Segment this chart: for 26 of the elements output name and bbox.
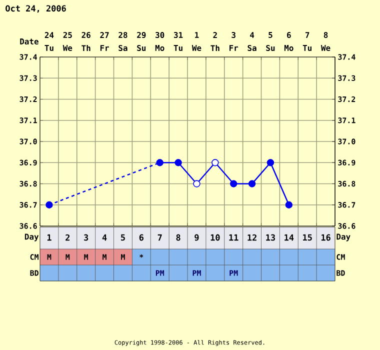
x-tick-label: 14 bbox=[284, 234, 294, 241]
chart-title: Oct 24, 2006 bbox=[6, 5, 66, 13]
point bbox=[46, 201, 53, 208]
x-tick-label: 12 bbox=[248, 234, 256, 241]
x-tick-label: 13 bbox=[266, 234, 276, 241]
point bbox=[248, 180, 256, 188]
point bbox=[285, 201, 293, 208]
x-tick-label: 11 bbox=[229, 234, 238, 241]
x-tick-label: 5 bbox=[121, 234, 125, 241]
point bbox=[266, 159, 274, 166]
x-tick-label: 16 bbox=[321, 234, 330, 241]
point bbox=[212, 159, 219, 166]
x-tick-label: 4 bbox=[102, 234, 107, 241]
x-tick-label: 3 bbox=[84, 234, 88, 241]
x-tick-label: 6 bbox=[139, 234, 144, 241]
x-tick-label: 15 bbox=[303, 234, 312, 241]
x-tick-label: 8 bbox=[176, 234, 180, 241]
point bbox=[230, 180, 238, 188]
point bbox=[193, 180, 200, 188]
point bbox=[174, 159, 182, 166]
point bbox=[156, 159, 164, 166]
x-tick-label: 9 bbox=[194, 234, 199, 241]
x-tick-label: 1 bbox=[47, 234, 52, 241]
x-tick-label: 7 bbox=[158, 234, 162, 241]
x-tick-label: 10 bbox=[210, 234, 220, 241]
x-tick-label: 2 bbox=[66, 234, 70, 241]
